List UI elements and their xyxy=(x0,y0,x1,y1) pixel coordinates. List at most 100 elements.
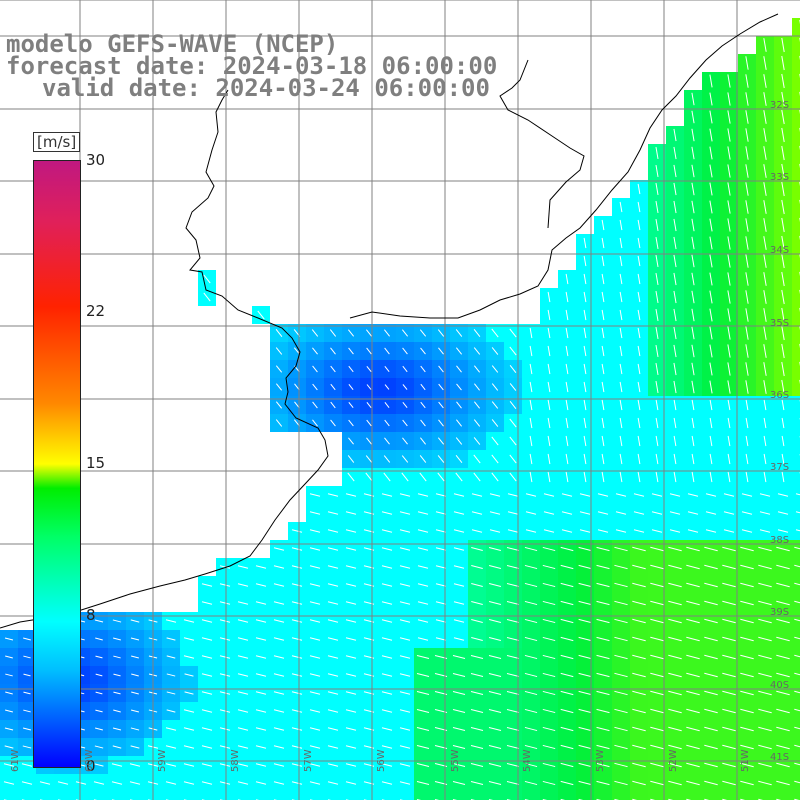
wind-arrow xyxy=(345,655,357,659)
wind-arrow xyxy=(309,763,321,767)
wind-arrow xyxy=(488,690,502,696)
lat-label-41s: 41S xyxy=(770,752,790,763)
wind-arrow xyxy=(583,327,587,339)
wind-arrow xyxy=(165,727,177,731)
wind-arrow xyxy=(309,619,321,623)
wind-arrow xyxy=(655,435,659,447)
wind-arrow xyxy=(489,619,501,623)
wind-arrow xyxy=(165,763,177,767)
wind-arrow xyxy=(470,690,484,696)
wind-cell xyxy=(792,252,800,270)
wind-arrow xyxy=(614,744,628,750)
wind-arrow xyxy=(201,637,213,641)
wind-arrow xyxy=(507,493,519,497)
wind-arrow xyxy=(4,727,14,731)
wind-arrow xyxy=(291,619,303,623)
wind-cell xyxy=(792,684,800,702)
wind-arrow xyxy=(758,780,772,786)
wind-arrow xyxy=(794,618,800,622)
wind-arrow xyxy=(309,709,321,713)
wind-arrow xyxy=(691,92,695,106)
wind-arrow xyxy=(237,583,249,587)
wind-arrow xyxy=(560,600,574,606)
wind-arrow xyxy=(651,529,663,533)
wind-cell xyxy=(558,792,576,800)
wind-arrow xyxy=(794,564,800,568)
wind-arrow xyxy=(345,709,357,713)
wind-arrow xyxy=(781,453,785,465)
wind-arrow xyxy=(473,365,481,373)
wind-cell xyxy=(792,504,800,522)
wind-arrow xyxy=(781,127,785,143)
wind-arrow xyxy=(347,455,355,463)
wind-arrow xyxy=(327,547,339,551)
wind-arrow xyxy=(112,619,122,623)
wind-arrow xyxy=(727,435,731,447)
wind-arrow xyxy=(619,381,623,393)
wind-arrow xyxy=(489,601,501,605)
wind-arrow xyxy=(547,309,551,321)
wind-arrow xyxy=(655,273,659,285)
wind-arrow xyxy=(763,128,767,142)
wind-arrow xyxy=(165,745,177,749)
wind-arrow xyxy=(745,435,749,447)
wind-arrow xyxy=(722,600,736,606)
wind-arrow xyxy=(509,401,517,409)
wind-arrow xyxy=(219,673,231,677)
wind-arrow xyxy=(452,726,466,732)
wind-arrow xyxy=(399,601,411,605)
wind-arrow xyxy=(650,618,664,624)
wind-arrow xyxy=(727,200,731,214)
wind-cell xyxy=(180,792,198,800)
wind-arrow xyxy=(650,582,664,588)
wind-arrow xyxy=(506,672,520,678)
wind-arrow xyxy=(777,493,789,497)
wind-arrow xyxy=(650,744,664,750)
lon-label-52w: 52W xyxy=(668,749,679,772)
wind-cell xyxy=(792,108,800,126)
wind-arrow xyxy=(473,472,481,482)
wind-arrow xyxy=(312,347,318,355)
wind-arrow xyxy=(201,709,213,713)
wind-arrow xyxy=(619,327,623,339)
wind-arrow xyxy=(596,780,610,786)
wind-cell xyxy=(432,792,450,800)
wind-arrow xyxy=(727,362,731,376)
wind-arrow xyxy=(583,255,587,267)
wind-arrow xyxy=(583,345,587,357)
wind-arrow xyxy=(435,529,447,533)
wind-arrow xyxy=(614,672,628,678)
wind-arrow xyxy=(565,309,569,321)
wind-arrow xyxy=(184,673,194,677)
wind-arrow xyxy=(237,763,249,767)
wind-arrow xyxy=(3,763,15,767)
wind-arrow xyxy=(237,655,249,659)
wind-arrow xyxy=(560,780,574,786)
wind-arrow xyxy=(384,365,390,373)
wind-arrow xyxy=(470,780,484,786)
wind-cell xyxy=(162,792,180,800)
wind-arrow xyxy=(327,565,339,569)
wind-arrow xyxy=(22,727,32,731)
wind-arrow xyxy=(668,546,682,552)
wind-arrow xyxy=(727,146,731,160)
wind-arrow xyxy=(758,744,772,750)
wind-arrow xyxy=(113,673,121,677)
wind-arrow xyxy=(704,762,718,768)
wind-arrow xyxy=(686,726,700,732)
wind-arrow xyxy=(130,709,140,713)
wind-arrow xyxy=(691,128,695,142)
wind-arrow xyxy=(709,417,713,429)
wind-arrow xyxy=(727,254,731,268)
wind-arrow xyxy=(686,708,700,714)
wind-arrow xyxy=(23,655,31,659)
wind-arrow xyxy=(183,655,195,659)
wind-arrow xyxy=(453,493,465,497)
wind-cell xyxy=(540,792,558,800)
wind-arrow xyxy=(474,383,480,391)
wind-arrow xyxy=(381,565,393,569)
wind-arrow xyxy=(781,217,785,233)
wind-arrow xyxy=(309,637,321,641)
wind-arrow xyxy=(619,363,623,375)
wind-arrow xyxy=(327,763,339,767)
